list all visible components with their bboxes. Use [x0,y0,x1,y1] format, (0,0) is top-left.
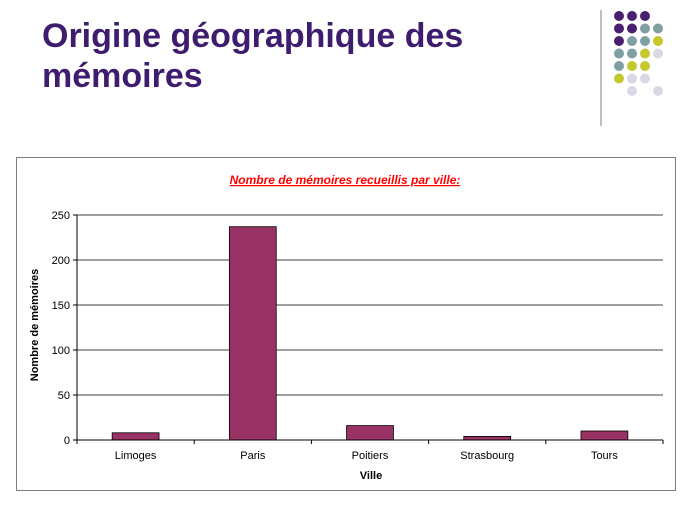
decorative-dot [653,86,663,96]
slide-title: Origine géographique des mémoires [42,17,464,95]
decorative-dot [640,11,650,21]
decorative-dot [627,73,637,84]
bar [111,432,160,441]
y-tick-label: 150 [52,300,70,312]
x-tick-label: Limoges [115,450,157,462]
decorative-dot [627,23,637,34]
decorative-dot [640,73,650,84]
decorative-dot [614,48,624,59]
decorative-dot [614,11,624,21]
decorative-dot [653,48,663,59]
decorative-dot [614,73,624,84]
decorative-dot [640,48,650,59]
decorative-dot [627,11,637,21]
decorative-dot [627,36,637,46]
y-tick-label: 200 [52,255,70,267]
decorative-dot [627,86,637,96]
bar [463,435,512,441]
x-tick-label: Poitiers [352,450,389,462]
chart-frame: Nombre de mémoires recueillis par ville:… [16,157,676,491]
y-axis-label: Nombre de mémoires [29,269,41,381]
x-tick-label: Tours [591,450,618,462]
decorative-dot [640,61,650,71]
y-tick-label: 250 [52,210,70,222]
bar [228,226,277,441]
y-tick-label: 0 [64,435,70,447]
decorative-dot [640,36,650,46]
y-tick-label: 100 [52,345,70,357]
decorative-dot [653,36,663,46]
bar [580,430,629,441]
decorative-dot [627,61,637,71]
decorative-dot [640,23,650,34]
x-tick-label: Strasbourg [460,450,514,462]
x-tick-label: Paris [240,450,266,462]
x-axis-label: Ville [360,470,382,482]
decorative-dot [614,23,624,34]
bar-chart: Nombre de mémoires recueillis par ville:… [29,173,664,482]
chart-title: Nombre de mémoires recueillis par ville: [230,173,461,187]
decorative-dot [653,23,663,34]
bar [346,425,394,441]
decorative-dot [614,61,624,71]
y-tick-label: 50 [58,390,70,402]
decorative-dot [614,36,624,46]
decorative-dot [627,48,637,59]
